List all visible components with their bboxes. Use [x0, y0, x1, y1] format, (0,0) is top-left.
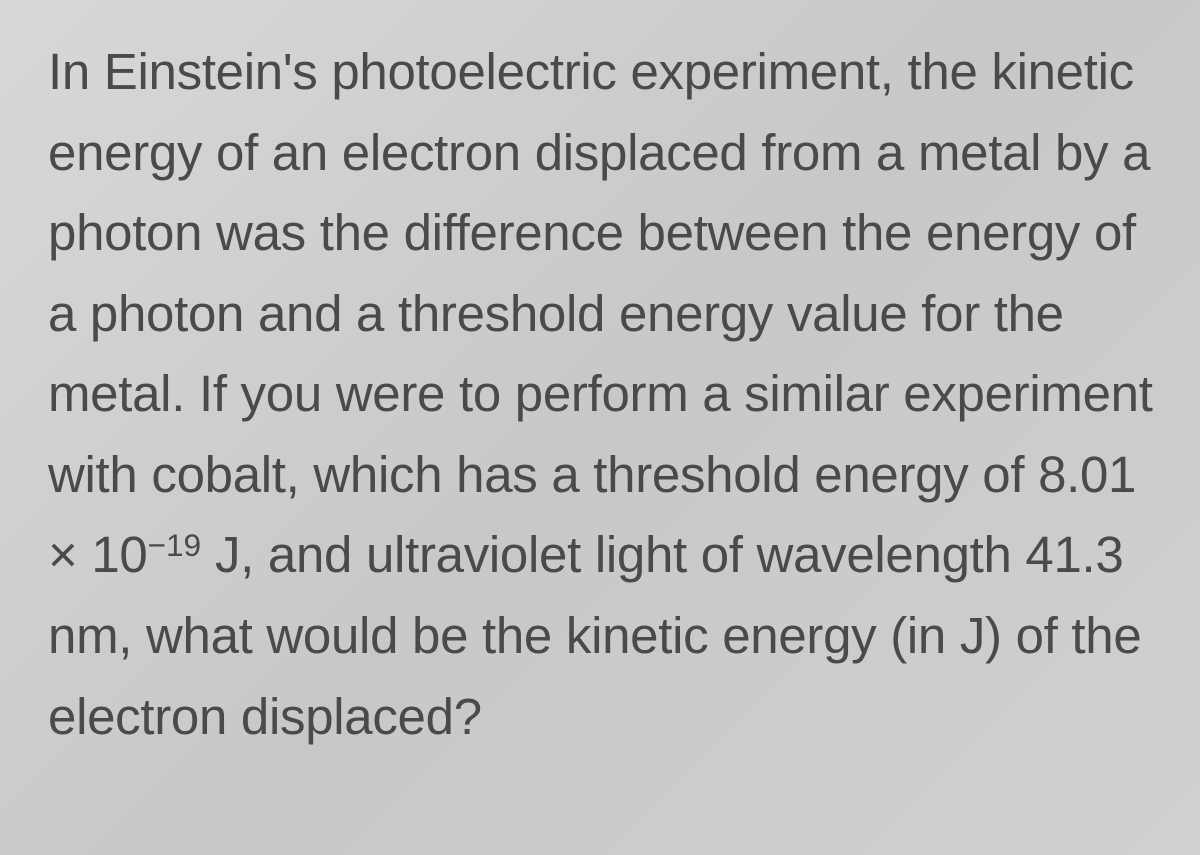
question-exponent: −19 — [147, 527, 201, 563]
question-part2: J, and ultraviolet light of wavelength 4… — [48, 526, 1141, 744]
question-part1: In Einstein's photoelectric experiment, … — [48, 43, 1153, 583]
question-text: In Einstein's photoelectric experiment, … — [0, 0, 1200, 797]
